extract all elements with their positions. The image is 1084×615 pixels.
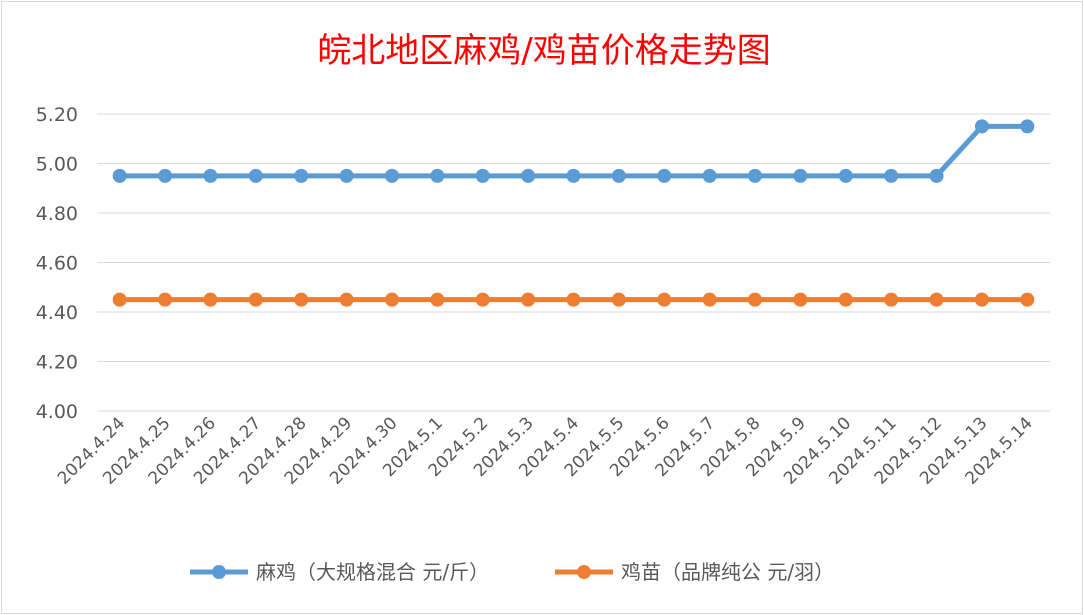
data-point	[748, 168, 763, 183]
data-point	[112, 292, 127, 307]
legend-item-2: 鸡苗（品牌纯公 元/羽）	[555, 560, 834, 584]
data-point	[158, 168, 173, 183]
data-point	[158, 292, 173, 307]
data-point	[884, 292, 899, 307]
data-point	[248, 168, 263, 183]
data-point	[203, 292, 218, 307]
y-tick-label: 5.20	[36, 104, 78, 126]
y-axis-ticks: 4.00 4.20 4.40 4.60 4.80 5.00 5.20	[36, 104, 78, 423]
x-axis-ticks: 2024.4.242024.4.252024.4.262024.4.272024…	[54, 413, 1037, 488]
data-point	[974, 119, 989, 134]
data-point	[248, 292, 263, 307]
data-point	[1020, 119, 1035, 134]
data-point	[384, 168, 399, 183]
data-point	[475, 292, 490, 307]
legend: 麻鸡（大规格混合 元/斤） 鸡苗（品牌纯公 元/羽）	[190, 560, 834, 584]
data-point	[294, 292, 309, 307]
data-point	[793, 168, 808, 183]
data-point	[748, 292, 763, 307]
legend-label: 麻鸡（大规格混合 元/斤）	[256, 560, 489, 584]
legend-label: 鸡苗（品牌纯公 元/羽）	[621, 560, 834, 584]
data-point	[294, 168, 309, 183]
legend-marker	[212, 565, 226, 579]
data-point	[384, 292, 399, 307]
y-tick-label: 4.00	[36, 401, 78, 423]
data-point	[657, 292, 672, 307]
y-tick-label: 4.40	[36, 302, 78, 324]
data-point	[793, 292, 808, 307]
series-2	[112, 292, 1035, 307]
legend-item-1: 麻鸡（大规格混合 元/斤）	[190, 560, 489, 584]
data-point	[521, 168, 536, 183]
data-point	[566, 168, 581, 183]
data-point	[203, 168, 218, 183]
grid-lines	[97, 113, 1050, 412]
data-point	[929, 292, 944, 307]
data-point	[974, 292, 989, 307]
data-point	[475, 168, 490, 183]
data-point	[838, 168, 853, 183]
legend-marker	[577, 565, 591, 579]
y-tick-label: 5.00	[36, 154, 78, 176]
data-point	[838, 292, 853, 307]
y-tick-label: 4.80	[36, 203, 78, 225]
chart-title: 皖北地区麻鸡/鸡苗价格走势图	[317, 31, 770, 71]
y-tick-label: 4.20	[36, 352, 78, 374]
y-tick-label: 4.60	[36, 253, 78, 275]
data-point	[929, 168, 944, 183]
data-point	[611, 292, 626, 307]
data-point	[430, 292, 445, 307]
data-point	[339, 168, 354, 183]
data-point	[521, 292, 536, 307]
data-point	[657, 168, 672, 183]
data-point	[430, 168, 445, 183]
data-point	[884, 168, 899, 183]
series-1	[112, 119, 1035, 183]
data-point	[566, 292, 581, 307]
data-point	[702, 168, 717, 183]
series-layer	[112, 119, 1035, 307]
data-point	[611, 168, 626, 183]
data-point	[339, 292, 354, 307]
data-point	[702, 292, 717, 307]
data-point	[1020, 292, 1035, 307]
series-line	[119, 123, 1028, 179]
data-point	[112, 168, 127, 183]
